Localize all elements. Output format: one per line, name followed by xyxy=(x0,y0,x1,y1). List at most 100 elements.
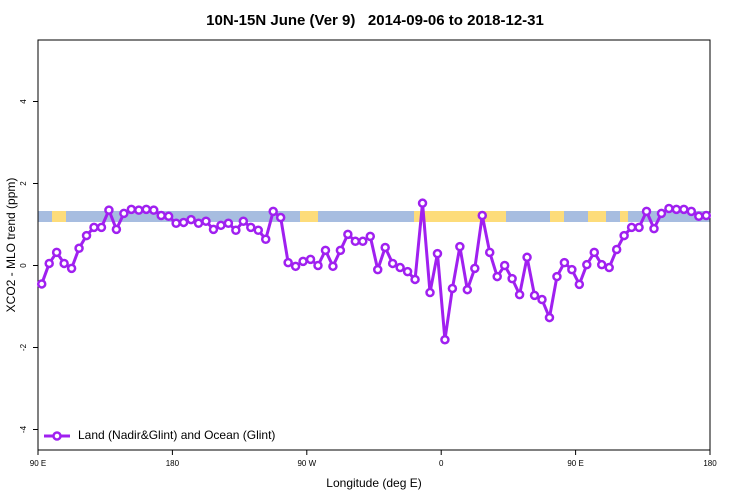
data-point xyxy=(253,225,264,235)
data-point xyxy=(320,245,331,256)
y-axis-label: XCO2 - MLO trend (ppm) xyxy=(4,178,18,313)
data-point xyxy=(701,210,712,221)
data-point xyxy=(567,264,577,275)
data-point xyxy=(358,236,368,247)
data-point xyxy=(148,205,159,215)
data-point xyxy=(178,217,189,228)
data-point xyxy=(283,257,293,268)
data-point xyxy=(51,247,62,258)
data-point xyxy=(694,211,704,222)
data-point xyxy=(425,287,435,298)
data-point xyxy=(186,214,196,225)
data-point xyxy=(260,234,271,245)
x-axis-label: Longitude (deg E) xyxy=(326,476,421,490)
data-point xyxy=(589,247,600,258)
data-point xyxy=(350,236,361,247)
data-point xyxy=(119,208,129,219)
data-point xyxy=(134,205,144,215)
data-point xyxy=(380,242,390,253)
data-point xyxy=(529,290,540,301)
data-point xyxy=(440,334,450,345)
data-point xyxy=(275,212,286,223)
data-point xyxy=(313,260,323,271)
chart-title: 10N-15N June (Ver 9) 2014-09-06 to 2018-… xyxy=(206,12,544,29)
data-point xyxy=(231,225,241,235)
data-point xyxy=(387,258,398,269)
y-tick-label: 0 xyxy=(19,263,28,268)
data-point xyxy=(664,203,674,214)
data-point xyxy=(544,312,555,323)
data-point xyxy=(455,241,465,252)
data-point xyxy=(410,274,420,285)
data-point xyxy=(66,263,77,274)
data-point xyxy=(484,247,495,258)
data-point xyxy=(156,210,166,221)
x-tick-label: 180 xyxy=(703,459,717,468)
x-tick-label: 90 E xyxy=(30,459,46,468)
data-point xyxy=(246,222,256,233)
data-point xyxy=(365,231,376,242)
x-tick-label: 90 W xyxy=(297,459,316,468)
data-point xyxy=(328,261,338,272)
data-point xyxy=(492,271,502,282)
data-point xyxy=(104,205,114,215)
data-point xyxy=(74,243,84,254)
data-point xyxy=(626,222,637,233)
y-tick-label: 2 xyxy=(19,181,28,186)
data-point xyxy=(447,283,458,294)
data-point xyxy=(238,216,249,226)
data-point xyxy=(686,206,697,217)
y-tick-label: -2 xyxy=(19,343,28,351)
data-point xyxy=(559,257,570,268)
data-point xyxy=(611,244,622,255)
data-point xyxy=(537,294,547,305)
data-point xyxy=(216,220,226,231)
legend-marker xyxy=(52,431,62,441)
land-ocean-strip xyxy=(38,211,710,222)
data-point xyxy=(619,230,629,241)
data-point xyxy=(343,229,353,240)
x-tick-label: 180 xyxy=(166,459,180,468)
y-tick-label: -4 xyxy=(19,425,28,433)
data-point xyxy=(596,259,607,270)
data-point xyxy=(395,262,405,273)
data-point xyxy=(171,218,181,229)
data-point xyxy=(470,263,480,274)
data-point xyxy=(59,258,69,269)
data-point xyxy=(656,208,667,219)
x-tick-label: 90 E xyxy=(567,459,583,468)
data-point xyxy=(432,248,443,259)
plot-frame xyxy=(37,39,711,451)
data-point xyxy=(477,210,488,221)
data-point xyxy=(499,260,510,271)
data-point xyxy=(417,198,428,208)
data-point xyxy=(193,218,204,229)
data-point xyxy=(36,279,47,289)
data-point xyxy=(522,252,532,263)
data-point xyxy=(81,230,92,241)
data-point xyxy=(298,256,308,267)
data-point xyxy=(163,211,174,222)
data-point xyxy=(89,222,99,233)
data-point xyxy=(111,224,122,235)
data-point xyxy=(335,245,346,256)
data-point xyxy=(305,254,316,265)
data-point xyxy=(649,223,659,234)
data-point xyxy=(604,262,614,273)
data-point xyxy=(208,224,219,235)
data-point xyxy=(634,222,644,233)
data-point xyxy=(126,204,137,215)
data-point xyxy=(507,273,517,284)
data-point xyxy=(514,289,525,300)
data-point xyxy=(290,261,301,272)
data-point xyxy=(402,266,413,277)
data-point xyxy=(641,206,652,217)
data-point xyxy=(201,216,211,226)
data-point xyxy=(679,204,689,215)
data-point xyxy=(574,279,585,290)
data-point xyxy=(552,271,562,282)
data-point xyxy=(268,206,278,217)
data-point xyxy=(582,259,592,270)
legend-text: Land (Nadir&Glint) and Ocean (Glint) xyxy=(78,428,275,442)
